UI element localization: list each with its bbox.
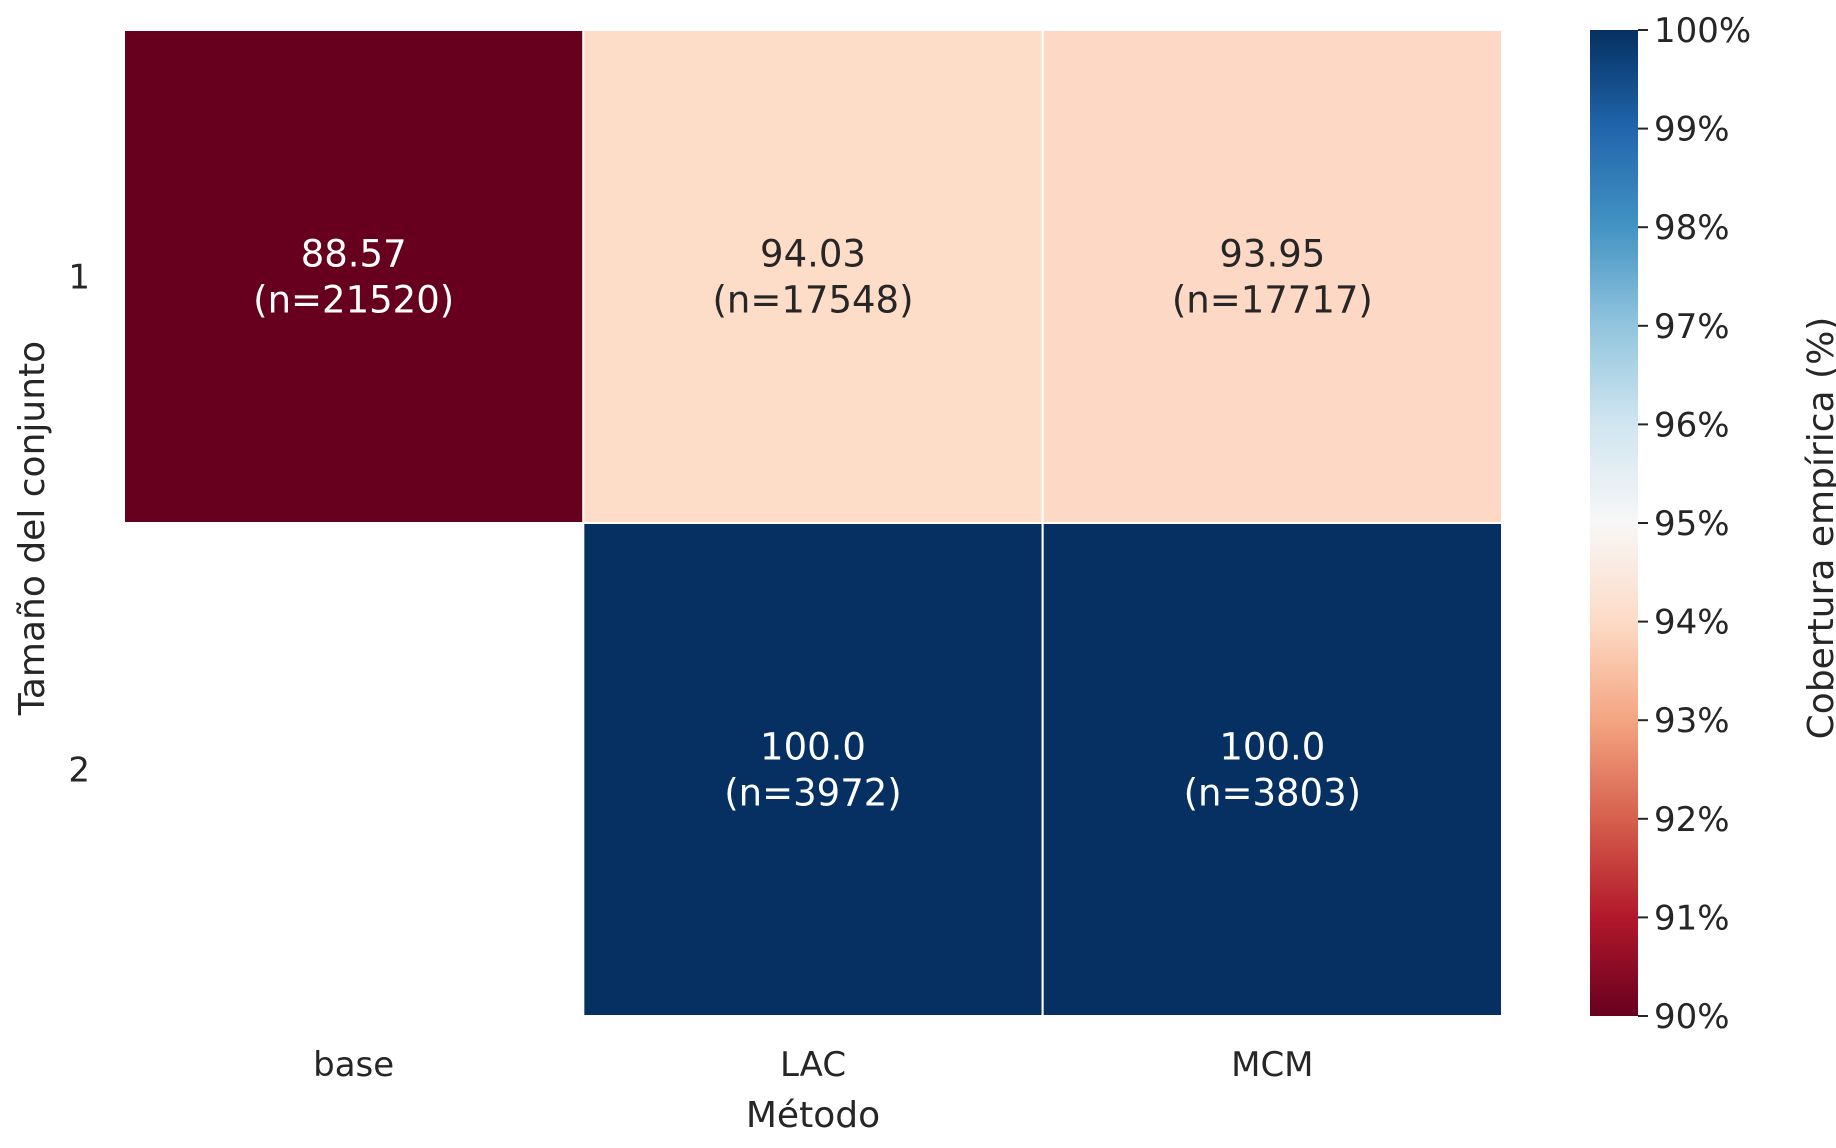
cell-count-label: (n=3803)	[1184, 772, 1361, 815]
colorbar-tick-label: 93%	[1654, 701, 1730, 741]
colorbar-gradient	[1590, 30, 1638, 1016]
colorbar-tick-label: 95%	[1654, 504, 1730, 544]
y-axis-ticks: 12	[68, 258, 90, 791]
colorbar-tick-label: 99%	[1654, 110, 1730, 150]
y-tick-label-1: 1	[68, 258, 90, 298]
y-axis-label: Tamaño del conjunto	[12, 341, 53, 716]
x-tick-label-LAC: LAC	[780, 1045, 846, 1085]
colorbar-label: Cobertura empírica (%)	[1801, 317, 1836, 740]
colorbar-tick-label: 100%	[1654, 11, 1751, 51]
colorbar: 90% 91% 92% 93% 94% 95% 96% 97% 98% 99% 100%	[1590, 11, 1751, 1037]
colorbar-tick-label: 92%	[1654, 800, 1730, 840]
heatmap-cell-1-base	[123, 29, 585, 524]
heatmap-cell-1-MCM	[1041, 29, 1503, 524]
y-tick-label-2: 2	[68, 751, 90, 791]
colorbar-tick-label: 98%	[1654, 208, 1730, 248]
cell-value-label: 94.03	[760, 233, 866, 276]
heatmap-cell-1-LAC	[582, 29, 1044, 524]
heatmap-cells	[123, 29, 1503, 1017]
x-axis-ticks: base LAC MCM	[313, 1045, 1313, 1085]
x-tick-label-MCM: MCM	[1231, 1045, 1313, 1085]
cell-value-label: 93.95	[1219, 233, 1325, 276]
heatmap-cell-labels: 88.57(n=21520) 94.03(n=17548) 93.95(n=1771…	[253, 233, 1373, 815]
colorbar-tick-label: 96%	[1654, 405, 1730, 445]
x-tick-label-base: base	[313, 1045, 394, 1085]
cell-count-label: (n=21520)	[253, 279, 454, 322]
x-axis-label: Método	[746, 1095, 880, 1136]
colorbar-tick-label: 94%	[1654, 603, 1730, 643]
colorbar-tick-label: 90%	[1654, 997, 1730, 1037]
cell-count-label: (n=17548)	[712, 279, 913, 322]
colorbar-tick-label: 91%	[1654, 898, 1730, 938]
cell-value-label: 88.57	[301, 233, 407, 276]
cell-value-label: 100.0	[1219, 726, 1325, 769]
colorbar-tick-label: 97%	[1654, 307, 1730, 347]
heatmap-cell-2-LAC	[582, 522, 1044, 1017]
cell-value-label: 100.0	[760, 726, 866, 769]
cell-count-label: (n=3972)	[724, 772, 901, 815]
cell-count-label: (n=17717)	[1172, 279, 1373, 322]
heatmap-cell-2-MCM	[1041, 522, 1503, 1017]
